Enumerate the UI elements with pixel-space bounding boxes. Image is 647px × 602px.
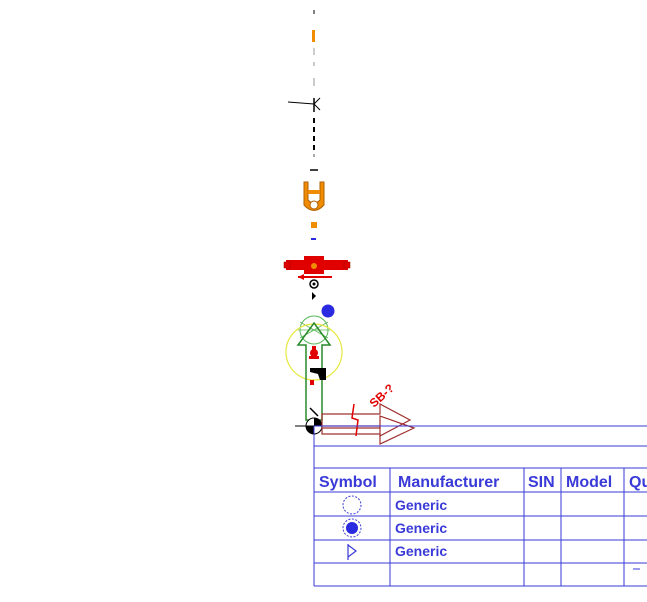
riser-tag-label: SB-? bbox=[367, 381, 397, 410]
table-row: Generic bbox=[342, 495, 447, 515]
table-row: Generic bbox=[342, 518, 447, 538]
break-mark bbox=[309, 407, 319, 417]
device-schedule-table bbox=[313, 425, 647, 587]
tag-arrow-lower-icon bbox=[321, 415, 416, 445]
fitting-orange-small bbox=[312, 30, 315, 42]
filled-circle-ring-icon bbox=[342, 518, 362, 538]
tag-leader-icon bbox=[351, 403, 359, 437]
triangle-flag-icon bbox=[347, 544, 357, 560]
column-header-symbol: Symbol bbox=[319, 474, 377, 491]
manufacturer-cell: Generic bbox=[395, 543, 447, 559]
column-header-manufacturer: Manufacturer bbox=[398, 474, 499, 491]
red-fitting-icon bbox=[309, 346, 319, 359]
manufacturer-cell: Generic bbox=[395, 497, 447, 513]
tag-arrow-upper-icon bbox=[321, 403, 412, 437]
manufacturer-cell: Generic bbox=[395, 520, 447, 536]
fitting-orange-square bbox=[311, 222, 317, 228]
schedule-header-row: Symbol Manufacturer SIN Model Qu bbox=[319, 474, 647, 491]
riser-pipe-column bbox=[283, 10, 351, 435]
tee-branch-icon bbox=[287, 97, 321, 112]
column-header-sin: SIN bbox=[528, 474, 555, 491]
tag-arrows: SB-? bbox=[321, 381, 416, 445]
open-circle-icon bbox=[342, 495, 362, 515]
sprinkler-head-icon bbox=[321, 304, 335, 318]
column-header-model: Model bbox=[566, 474, 612, 491]
red-fitting-small bbox=[310, 380, 314, 385]
small-flag-icon bbox=[312, 292, 316, 300]
valve-assembly-icon bbox=[283, 256, 351, 280]
black-wedge-icon bbox=[310, 368, 326, 380]
filled-circle-icon bbox=[346, 522, 358, 534]
pipe-hanger-icon bbox=[303, 181, 325, 211]
column-header-qty: Qu bbox=[629, 474, 647, 491]
table-row: Generic bbox=[347, 543, 447, 560]
